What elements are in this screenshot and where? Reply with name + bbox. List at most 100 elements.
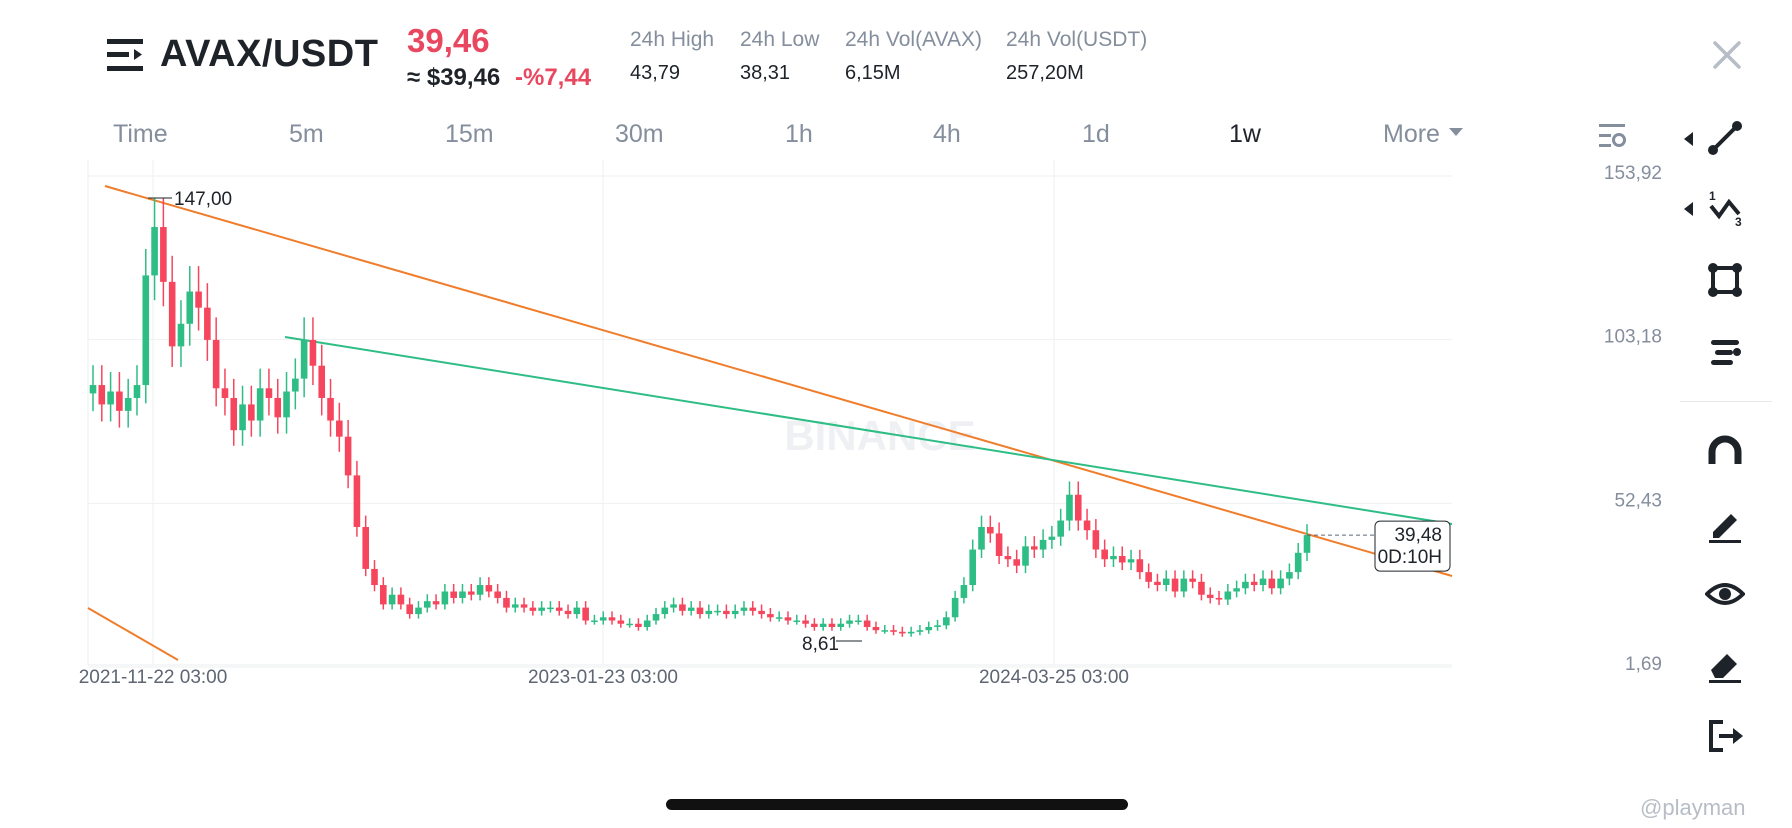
trendline-orange <box>104 185 1453 577</box>
tab-more-label: More <box>1383 120 1440 148</box>
candle <box>1242 581 1249 589</box>
stat-low-label: 24h Low <box>740 28 820 51</box>
tab-1d[interactable]: 1d <box>1082 120 1110 148</box>
tab-1h[interactable]: 1h <box>785 120 813 148</box>
rect-tool-icon[interactable] <box>1705 260 1745 300</box>
candle <box>723 610 730 615</box>
svg-text:3: 3 <box>1735 215 1742 228</box>
candle <box>1110 556 1117 560</box>
candle <box>907 631 915 634</box>
approx-price: ≈ $39,46 <box>407 64 501 91</box>
candle <box>283 391 290 418</box>
candle <box>274 397 282 418</box>
candle <box>212 339 220 389</box>
candle <box>652 614 660 621</box>
tab-30m[interactable]: 30m <box>615 120 664 148</box>
candle <box>503 597 510 608</box>
svg-text:1: 1 <box>1709 189 1716 203</box>
candle <box>142 275 150 386</box>
candle <box>195 291 202 308</box>
pencil-icon[interactable] <box>1705 504 1745 544</box>
candle <box>248 404 255 421</box>
candle <box>846 620 853 624</box>
line-tool-icon[interactable] <box>1705 118 1745 158</box>
candle <box>687 607 695 611</box>
candle <box>406 604 413 615</box>
expand-arrow-icon[interactable] <box>1684 202 1694 216</box>
candle <box>1233 588 1240 592</box>
magnet-icon[interactable] <box>1705 432 1745 472</box>
candle <box>679 604 686 611</box>
tab-5m[interactable]: 5m <box>289 120 324 148</box>
tab-15m[interactable]: 15m <box>445 120 494 148</box>
close-icon[interactable] <box>1712 40 1742 70</box>
tab-4h[interactable]: 4h <box>933 120 961 148</box>
expand-arrow-icon[interactable] <box>1684 132 1694 146</box>
candle <box>318 365 326 398</box>
candle <box>775 617 783 619</box>
candle <box>494 591 501 598</box>
candle <box>98 385 106 405</box>
candle <box>890 630 897 632</box>
trendlines <box>87 185 1453 661</box>
candle <box>582 607 589 621</box>
candle <box>1145 572 1152 582</box>
candle <box>353 475 361 527</box>
candle <box>995 533 1003 557</box>
candle <box>1259 578 1267 586</box>
candle <box>186 291 194 324</box>
candle <box>1066 494 1073 521</box>
candle <box>388 594 396 605</box>
candles <box>89 197 1311 637</box>
toolbar-divider <box>1680 401 1772 402</box>
text-tool-icon[interactable] <box>1705 332 1745 372</box>
candlestick-chart[interactable]: BINANCE 147,00 8,61 153,92 103,18 52,43 1,69… <box>0 160 1680 780</box>
candle <box>476 585 484 595</box>
trendline-green <box>284 336 1453 525</box>
candle <box>951 597 959 618</box>
chart-grid <box>87 160 1452 668</box>
candle <box>1057 520 1064 537</box>
candle <box>705 610 713 615</box>
candle <box>423 601 431 608</box>
candle <box>362 526 370 569</box>
candle <box>934 625 941 627</box>
menu-icon[interactable] <box>107 38 143 72</box>
binance-watermark: BINANCE <box>784 412 975 459</box>
candle <box>1022 546 1029 566</box>
candle <box>116 391 123 411</box>
candle <box>1136 559 1144 573</box>
tab-time[interactable]: Time <box>113 120 168 148</box>
countdown-text: 0D:10H <box>1378 547 1442 568</box>
x-tick-label: 2024-03-25 03:00 <box>979 667 1129 688</box>
ticker-header: AVAX/USDT 39,46 ≈ $39,46 -%7,44 24h High… <box>0 0 1792 110</box>
candle <box>230 397 238 431</box>
candle <box>1224 591 1232 600</box>
candle <box>520 604 528 608</box>
candle <box>960 585 968 598</box>
candle <box>626 623 633 626</box>
candle <box>204 307 211 340</box>
candle <box>643 620 651 627</box>
candle <box>670 604 677 608</box>
candle <box>124 397 132 411</box>
fib-tool-icon[interactable]: 1 3 <box>1705 188 1745 228</box>
x-tick-label: 2023-01-23 03:00 <box>528 667 678 688</box>
candle <box>380 585 387 605</box>
pair-title[interactable]: AVAX/USDT <box>160 33 379 75</box>
candle <box>344 436 352 476</box>
eraser-icon[interactable] <box>1705 644 1745 684</box>
candle <box>529 607 537 611</box>
candle <box>1268 578 1276 589</box>
tab-more[interactable]: More <box>1383 120 1463 149</box>
chart-settings-icon[interactable] <box>1598 122 1628 150</box>
candle <box>1277 578 1284 589</box>
candle <box>758 610 765 615</box>
exit-icon[interactable] <box>1705 716 1745 756</box>
candle <box>415 607 422 615</box>
tab-1w[interactable]: 1w <box>1229 120 1261 148</box>
candle <box>819 623 827 627</box>
eye-icon[interactable] <box>1705 574 1745 614</box>
x-tick-label: 2021-11-22 03:00 <box>79 667 228 688</box>
candle <box>107 391 114 405</box>
